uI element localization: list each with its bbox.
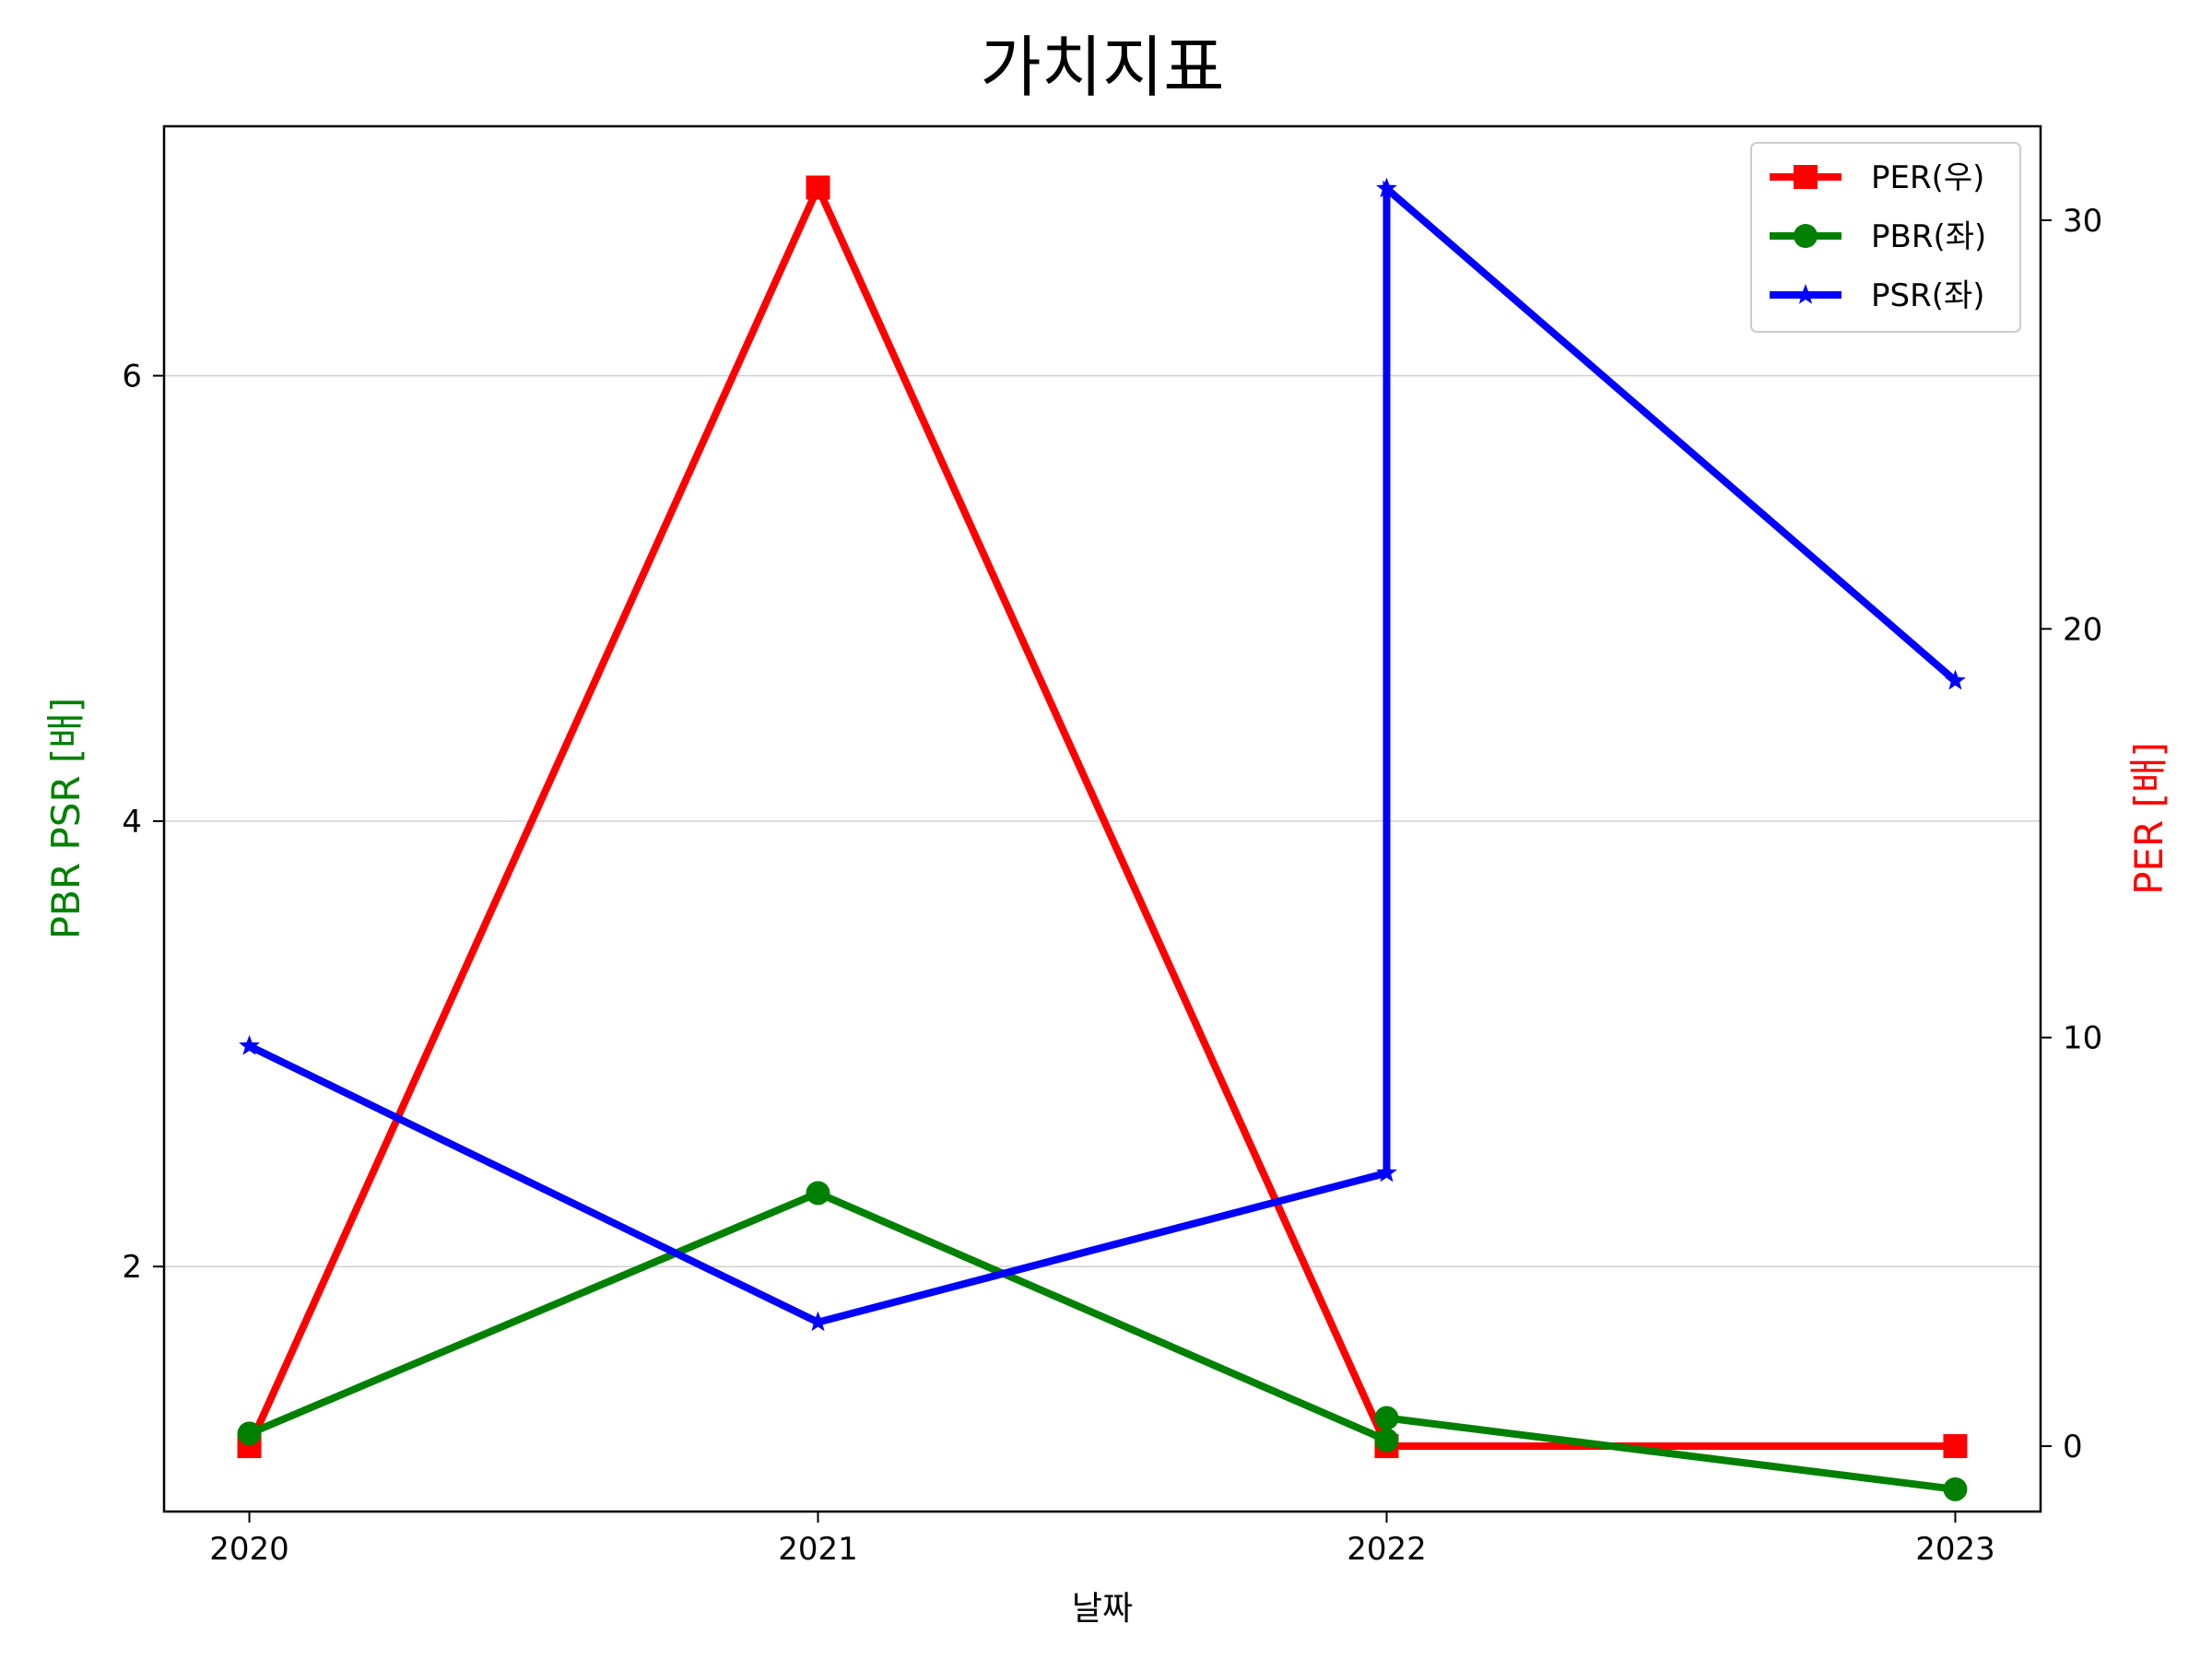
series-0-point-1 [806, 175, 830, 200]
series-1-point-3 [1374, 1406, 1399, 1430]
x-tick-label-1: 2021 [778, 1531, 858, 1568]
plot-frame [162, 124, 2042, 1513]
series-layer [237, 175, 1968, 1501]
legend-marker-1 [1794, 224, 1818, 248]
series-1-point-0 [237, 1421, 262, 1446]
right-y-tick-label-1: 10 [2063, 1020, 2102, 1057]
series-1 [237, 1181, 1968, 1501]
left-y-tick-label-1: 4 [122, 804, 142, 841]
right-y-axis-ticks: 0 10 20 30 [2041, 203, 2102, 1465]
legend-frame [1750, 142, 2021, 333]
legend-items: PER(우) PBR(좌) PSR(좌) [1770, 159, 1986, 314]
right-y-tick-label-0: 0 [2063, 1429, 2083, 1465]
series-1-point-4 [1943, 1477, 1968, 1501]
series-0-point-3 [1943, 1434, 1968, 1459]
left-y-axis-ticks: 2 4 6 [122, 359, 164, 1286]
series-2-point-0 [239, 1034, 260, 1055]
legend-label-2: PSR(좌) [1871, 277, 1985, 314]
series-2-point-4 [1945, 669, 1966, 690]
x-tick-label-2: 2022 [1347, 1531, 1427, 1568]
series-1-point-1 [806, 1181, 830, 1206]
series-2 [239, 177, 1966, 1332]
left-y-axis-label: PBR PSR [배] [43, 698, 88, 940]
x-axis-ticks: 2020 2021 2022 2023 [209, 1512, 1995, 1568]
series-2-point-3 [1376, 177, 1397, 198]
legend: PER(우) PBR(좌) PSR(좌) [1750, 142, 2021, 333]
legend-marker-0 [1794, 165, 1818, 189]
series-1-point-2 [1374, 1428, 1399, 1453]
chart-title: 가치지표 [981, 29, 1225, 106]
left-y-tick-label-0: 2 [122, 1249, 142, 1286]
legend-label-1: PBR(좌) [1871, 218, 1986, 255]
x-tick-label-3: 2023 [1915, 1531, 1995, 1568]
x-axis-label: 날짜 [1072, 1590, 1133, 1628]
right-y-tick-label-2: 20 [2063, 611, 2102, 648]
series-2-point-1 [807, 1311, 829, 1332]
legend-label-0: PER(우) [1871, 159, 1984, 196]
left-y-tick-label-2: 6 [122, 359, 142, 395]
right-y-axis-label: PER [배] [2126, 742, 2171, 895]
x-tick-label-0: 2020 [209, 1531, 289, 1568]
right-y-tick-label-3: 30 [2063, 203, 2102, 240]
series-2-point-2 [1376, 1161, 1397, 1182]
series-line-0 [245, 178, 1956, 1451]
legend-marker-2 [1794, 284, 1817, 304]
